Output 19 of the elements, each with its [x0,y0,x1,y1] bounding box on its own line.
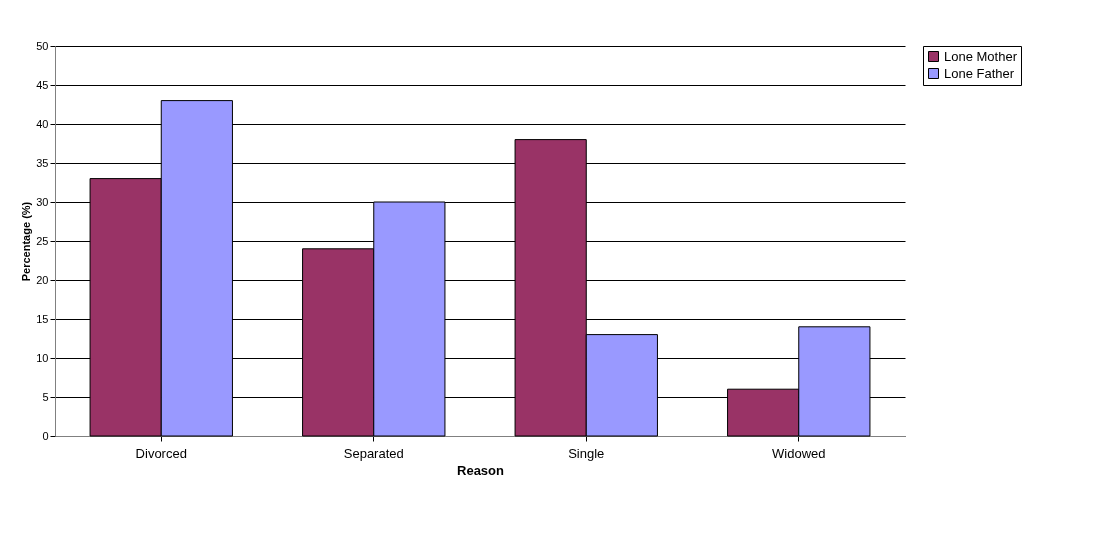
legend-label: Lone Mother [944,48,1018,64]
y-tick-label: 20 [36,273,49,286]
legend-label: Lone Father [944,65,1015,81]
y-tick-label: 50 [36,39,49,52]
x-axis-title: Reason [457,462,505,478]
x-tick-label: Widowed [772,445,826,461]
y-tick-label: 30 [36,195,49,208]
y-tick-label: 0 [42,429,49,442]
y-tick-label: 25 [36,234,49,247]
x-tick-label: Divorced [135,445,187,461]
y-axis-title: Percentage (%) [20,201,33,282]
y-tick-label: 5 [42,390,49,403]
y-tick-label: 15 [36,312,49,325]
x-tick-label: Single [568,445,605,461]
y-tick-label: 10 [36,351,49,364]
y-tick-label: 45 [36,78,49,91]
y-tick-label: 40 [36,117,49,130]
x-tick-label: Separated [343,445,404,461]
y-tick-label: 35 [36,156,49,169]
